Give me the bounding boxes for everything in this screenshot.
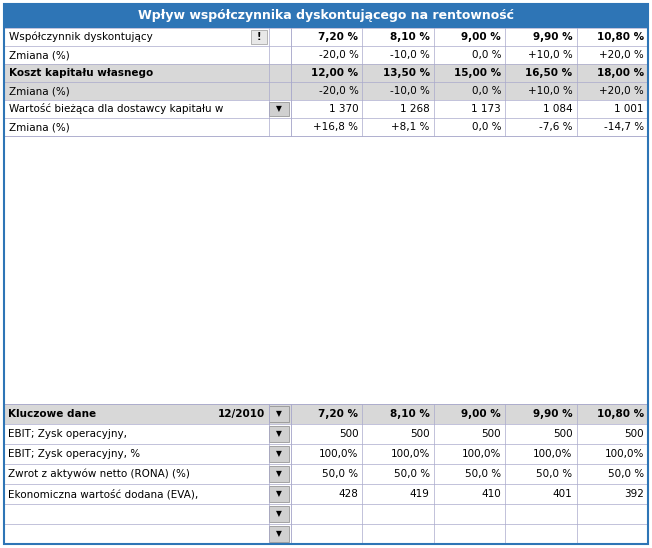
Text: 50,0 %: 50,0 %: [537, 469, 572, 479]
Text: 50,0 %: 50,0 %: [465, 469, 501, 479]
Bar: [194, 208, 269, 369]
Text: +16,8 %: +16,8 %: [314, 122, 359, 132]
Text: 16,50 %: 16,50 %: [526, 68, 572, 78]
Text: Koszt kapitału własnego: Koszt kapitału własnego: [9, 68, 153, 78]
Text: ▼: ▼: [276, 430, 282, 438]
Text: 15,00 %: 15,00 %: [454, 68, 501, 78]
Text: 10,80 %: 10,80 %: [597, 32, 644, 42]
Text: 500: 500: [410, 429, 430, 439]
Text: +8,1 %: +8,1 %: [391, 122, 430, 132]
Text: 1 268: 1 268: [400, 104, 430, 114]
Bar: [539, 242, 613, 369]
Text: ▼: ▼: [276, 470, 282, 478]
Text: 50,0 %: 50,0 %: [322, 469, 359, 479]
Text: Wpływ współczynnika dyskontującego na rentowność: Wpływ współczynnika dyskontującego na re…: [138, 9, 514, 22]
Text: -7,6 %: -7,6 %: [539, 122, 572, 132]
Text: Zwrot z aktywów netto (RONA) (%): Zwrot z aktywów netto (RONA) (%): [8, 469, 190, 480]
Text: 1 001: 1 001: [614, 104, 644, 114]
Text: 500: 500: [339, 429, 359, 439]
Text: 18,00 %: 18,00 %: [597, 68, 644, 78]
Text: 10,80 %: 10,80 %: [597, 409, 644, 419]
Text: 410: 410: [481, 489, 501, 499]
Text: +10,0 %: +10,0 %: [528, 50, 572, 60]
Text: Zmiana (%): Zmiana (%): [9, 122, 70, 132]
Text: 9,00 %: 9,00 %: [462, 409, 501, 419]
Text: 9,90 %: 9,90 %: [533, 32, 572, 42]
Text: Ekonomiczna wartość dodana (EVA),: Ekonomiczna wartość dodana (EVA),: [8, 489, 198, 499]
Text: 428: 428: [338, 489, 359, 499]
Text: Wartość bieżąca dla dostawcy kapitału w: Wartość bieżąca dla dostawcy kapitału w: [9, 104, 224, 115]
Text: -20,0 %: -20,0 %: [319, 50, 359, 60]
Text: 401: 401: [553, 489, 572, 499]
Text: 12,00 %: 12,00 %: [311, 68, 359, 78]
Text: -14,7 %: -14,7 %: [604, 122, 644, 132]
Text: EBIT; Zysk operacyjny, %: EBIT; Zysk operacyjny, %: [8, 449, 140, 459]
Text: +10,0 %: +10,0 %: [528, 86, 572, 96]
Text: 419: 419: [410, 489, 430, 499]
Text: ▼: ▼: [276, 105, 282, 113]
Text: !: !: [257, 32, 261, 42]
Text: 8,10 %: 8,10 %: [390, 32, 430, 42]
Text: 0,0 %: 0,0 %: [471, 50, 501, 60]
Text: 500: 500: [482, 429, 501, 439]
Text: 13,50 %: 13,50 %: [383, 68, 430, 78]
Text: -10,0 %: -10,0 %: [390, 50, 430, 60]
Text: 500: 500: [553, 429, 572, 439]
Text: Zmiana (%): Zmiana (%): [9, 50, 70, 60]
Text: 8,10 %: 8,10 %: [390, 409, 430, 419]
Text: 500: 500: [625, 429, 644, 439]
Text: 50,0 %: 50,0 %: [608, 469, 644, 479]
Title: Wartość bieżąca dla dostawcy kapitału własnego (NPVe),: Wartość bieżąca dla dostawcy kapitału wł…: [178, 147, 514, 161]
Bar: [308, 220, 383, 369]
Text: ▼: ▼: [276, 529, 282, 539]
Text: ▼: ▼: [276, 409, 282, 419]
Text: 50,0 %: 50,0 %: [394, 469, 430, 479]
Text: Współczynnik dyskontujący: Współczynnik dyskontujący: [9, 32, 153, 42]
Text: ▼: ▼: [276, 510, 282, 518]
Text: Zmiana (%): Zmiana (%): [9, 86, 70, 96]
Bar: [79, 195, 154, 369]
Text: +20,0 %: +20,0 %: [599, 50, 644, 60]
Text: 9,00 %: 9,00 %: [462, 32, 501, 42]
Text: 1 173: 1 173: [471, 104, 501, 114]
Text: 9,90 %: 9,90 %: [533, 409, 572, 419]
Bar: [424, 231, 498, 369]
Text: EBIT; Zysk operacyjny,: EBIT; Zysk operacyjny,: [8, 429, 127, 439]
Text: 0,0 %: 0,0 %: [471, 122, 501, 132]
Text: ▼: ▼: [276, 449, 282, 459]
Text: Kluczowe dane: Kluczowe dane: [8, 409, 96, 419]
Text: -20,0 %: -20,0 %: [319, 86, 359, 96]
Text: 100,0%: 100,0%: [462, 449, 501, 459]
Text: ▼: ▼: [276, 489, 282, 499]
Text: 12/2010: 12/2010: [218, 409, 265, 419]
Text: 1 084: 1 084: [543, 104, 572, 114]
Text: 0,0 %: 0,0 %: [471, 86, 501, 96]
Text: 100,0%: 100,0%: [391, 449, 430, 459]
Text: 100,0%: 100,0%: [319, 449, 359, 459]
Text: 100,0%: 100,0%: [533, 449, 572, 459]
Text: +20,0 %: +20,0 %: [599, 86, 644, 96]
Text: 100,0%: 100,0%: [604, 449, 644, 459]
Text: 7,20 %: 7,20 %: [318, 409, 359, 419]
Text: 7,20 %: 7,20 %: [318, 32, 359, 42]
Text: -10,0 %: -10,0 %: [390, 86, 430, 96]
Text: 1 370: 1 370: [329, 104, 359, 114]
Text: 392: 392: [624, 489, 644, 499]
